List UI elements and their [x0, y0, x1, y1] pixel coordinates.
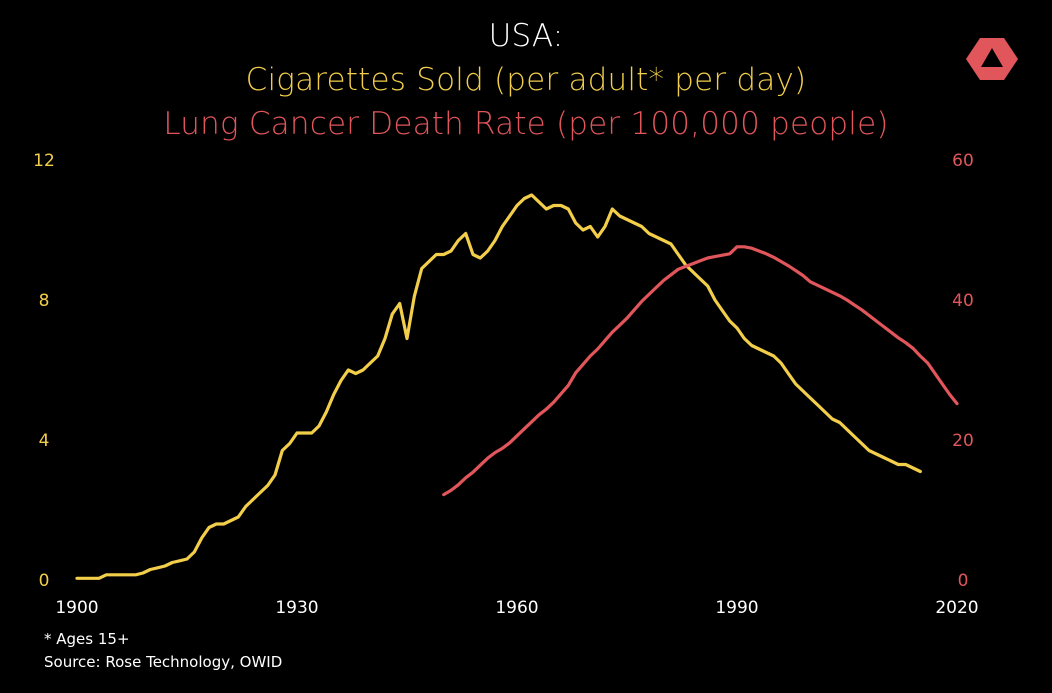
series-layer	[75, 193, 959, 580]
y-left-tick-label: 4	[39, 431, 50, 451]
chart-title: USA:	[488, 18, 564, 54]
y-right-tick-label: 0	[958, 571, 969, 591]
y-left-tick-label: 0	[39, 571, 50, 591]
x-tick-label: 2020	[935, 598, 978, 618]
x-axis: 1900 1930 1960 1990 2020	[55, 598, 978, 618]
chart-subtitle-lung-cancer: Lung Cancer Death Rate (per 100,000 peop…	[163, 106, 889, 142]
cigarettes-series-line	[75, 193, 922, 580]
triangle-logo-icon	[966, 38, 1018, 80]
y-axis-right: 0 20 40 60	[952, 151, 974, 591]
y-left-tick-label: 8	[39, 291, 50, 311]
y-right-tick-label: 60	[952, 151, 974, 171]
x-tick-label: 1900	[55, 598, 98, 618]
x-tick-label: 1930	[275, 598, 318, 618]
y-axis-left: 0 4 8 12	[33, 151, 55, 591]
y-left-tick-label: 12	[33, 151, 55, 171]
x-tick-label: 1960	[495, 598, 538, 618]
y-right-tick-label: 20	[952, 431, 974, 451]
chart-subtitle-cigarettes: Cigarettes Sold (per adult* per day)	[245, 62, 807, 98]
footnote-ages: * Ages 15+	[44, 630, 130, 648]
footnote-source: Source: Rose Technology, OWID	[44, 653, 283, 671]
y-right-tick-label: 40	[952, 291, 974, 311]
lung-cancer-series-line	[442, 245, 959, 497]
x-tick-label: 1990	[715, 598, 758, 618]
chart-title-block: USA: Cigarettes Sold (per adult* per day…	[0, 14, 1052, 146]
